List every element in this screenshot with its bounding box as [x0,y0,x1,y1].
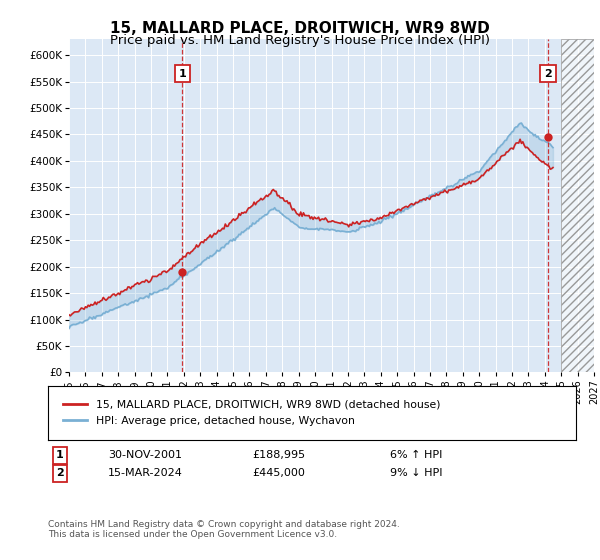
Text: 2: 2 [56,468,64,478]
Text: 15, MALLARD PLACE, DROITWICH, WR9 8WD: 15, MALLARD PLACE, DROITWICH, WR9 8WD [110,21,490,36]
Bar [561,39,594,372]
Text: 6% ↑ HPI: 6% ↑ HPI [390,450,442,460]
Bar [561,39,594,372]
Text: 30-NOV-2001: 30-NOV-2001 [108,450,182,460]
Text: 1: 1 [179,68,187,78]
Text: £188,995: £188,995 [252,450,305,460]
Text: £445,000: £445,000 [252,468,305,478]
Text: 15-MAR-2024: 15-MAR-2024 [108,468,183,478]
Text: 2: 2 [544,68,552,78]
Text: Price paid vs. HM Land Registry's House Price Index (HPI): Price paid vs. HM Land Registry's House … [110,34,490,46]
Text: Contains HM Land Registry data © Crown copyright and database right 2024.
This d: Contains HM Land Registry data © Crown c… [48,520,400,539]
Text: 9% ↓ HPI: 9% ↓ HPI [390,468,443,478]
Text: 1: 1 [56,450,64,460]
Legend: 15, MALLARD PLACE, DROITWICH, WR9 8WD (detached house), HPI: Average price, deta: 15, MALLARD PLACE, DROITWICH, WR9 8WD (d… [59,395,445,431]
